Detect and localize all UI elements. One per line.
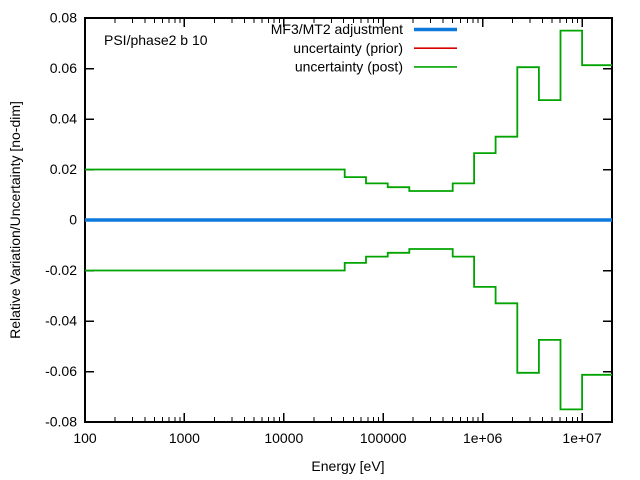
series-uncertainty-post-lower [85, 248, 612, 411]
y-tick-label: -0.06 [45, 363, 77, 379]
y-tick-label: 0.04 [50, 111, 77, 127]
legend-label-2: uncertainty (post) [295, 59, 403, 75]
x-tick-label: 1000 [169, 430, 200, 446]
plot-generated: -0.08 -0.06 -0.04 -0.02 0 0.02 0.04 0.06 0.08 100… [45, 10, 613, 446]
y-tick-label: -0.08 [45, 414, 77, 430]
legend-label-0: MF3/MT2 adjustment [271, 21, 403, 37]
plot-annotation: PSI/phase2 b 10 [104, 32, 208, 48]
series-uncertainty-post-upper [85, 29, 612, 192]
y-tick-label: 0.02 [50, 161, 77, 177]
y-tick-label: 0.06 [50, 60, 77, 76]
x-tick-label: 1e+07 [562, 430, 602, 446]
y-tick-label: -0.04 [45, 313, 77, 329]
legend-label-1: uncertainty (prior) [293, 40, 403, 56]
x-axis-title: Energy [eV] [311, 458, 384, 474]
y-tick-label: 0 [69, 212, 77, 228]
x-tick-label: 10000 [264, 430, 303, 446]
y-axis-title: Relative Variation/Uncertainty [no-dim] [7, 101, 23, 339]
y-tick-label: 0.08 [50, 10, 77, 26]
x-tick-label: 100000 [360, 430, 407, 446]
y-tick-label: -0.02 [45, 262, 77, 278]
x-tick-label: 1e+06 [463, 430, 503, 446]
x-tick-label: 100 [73, 430, 97, 446]
